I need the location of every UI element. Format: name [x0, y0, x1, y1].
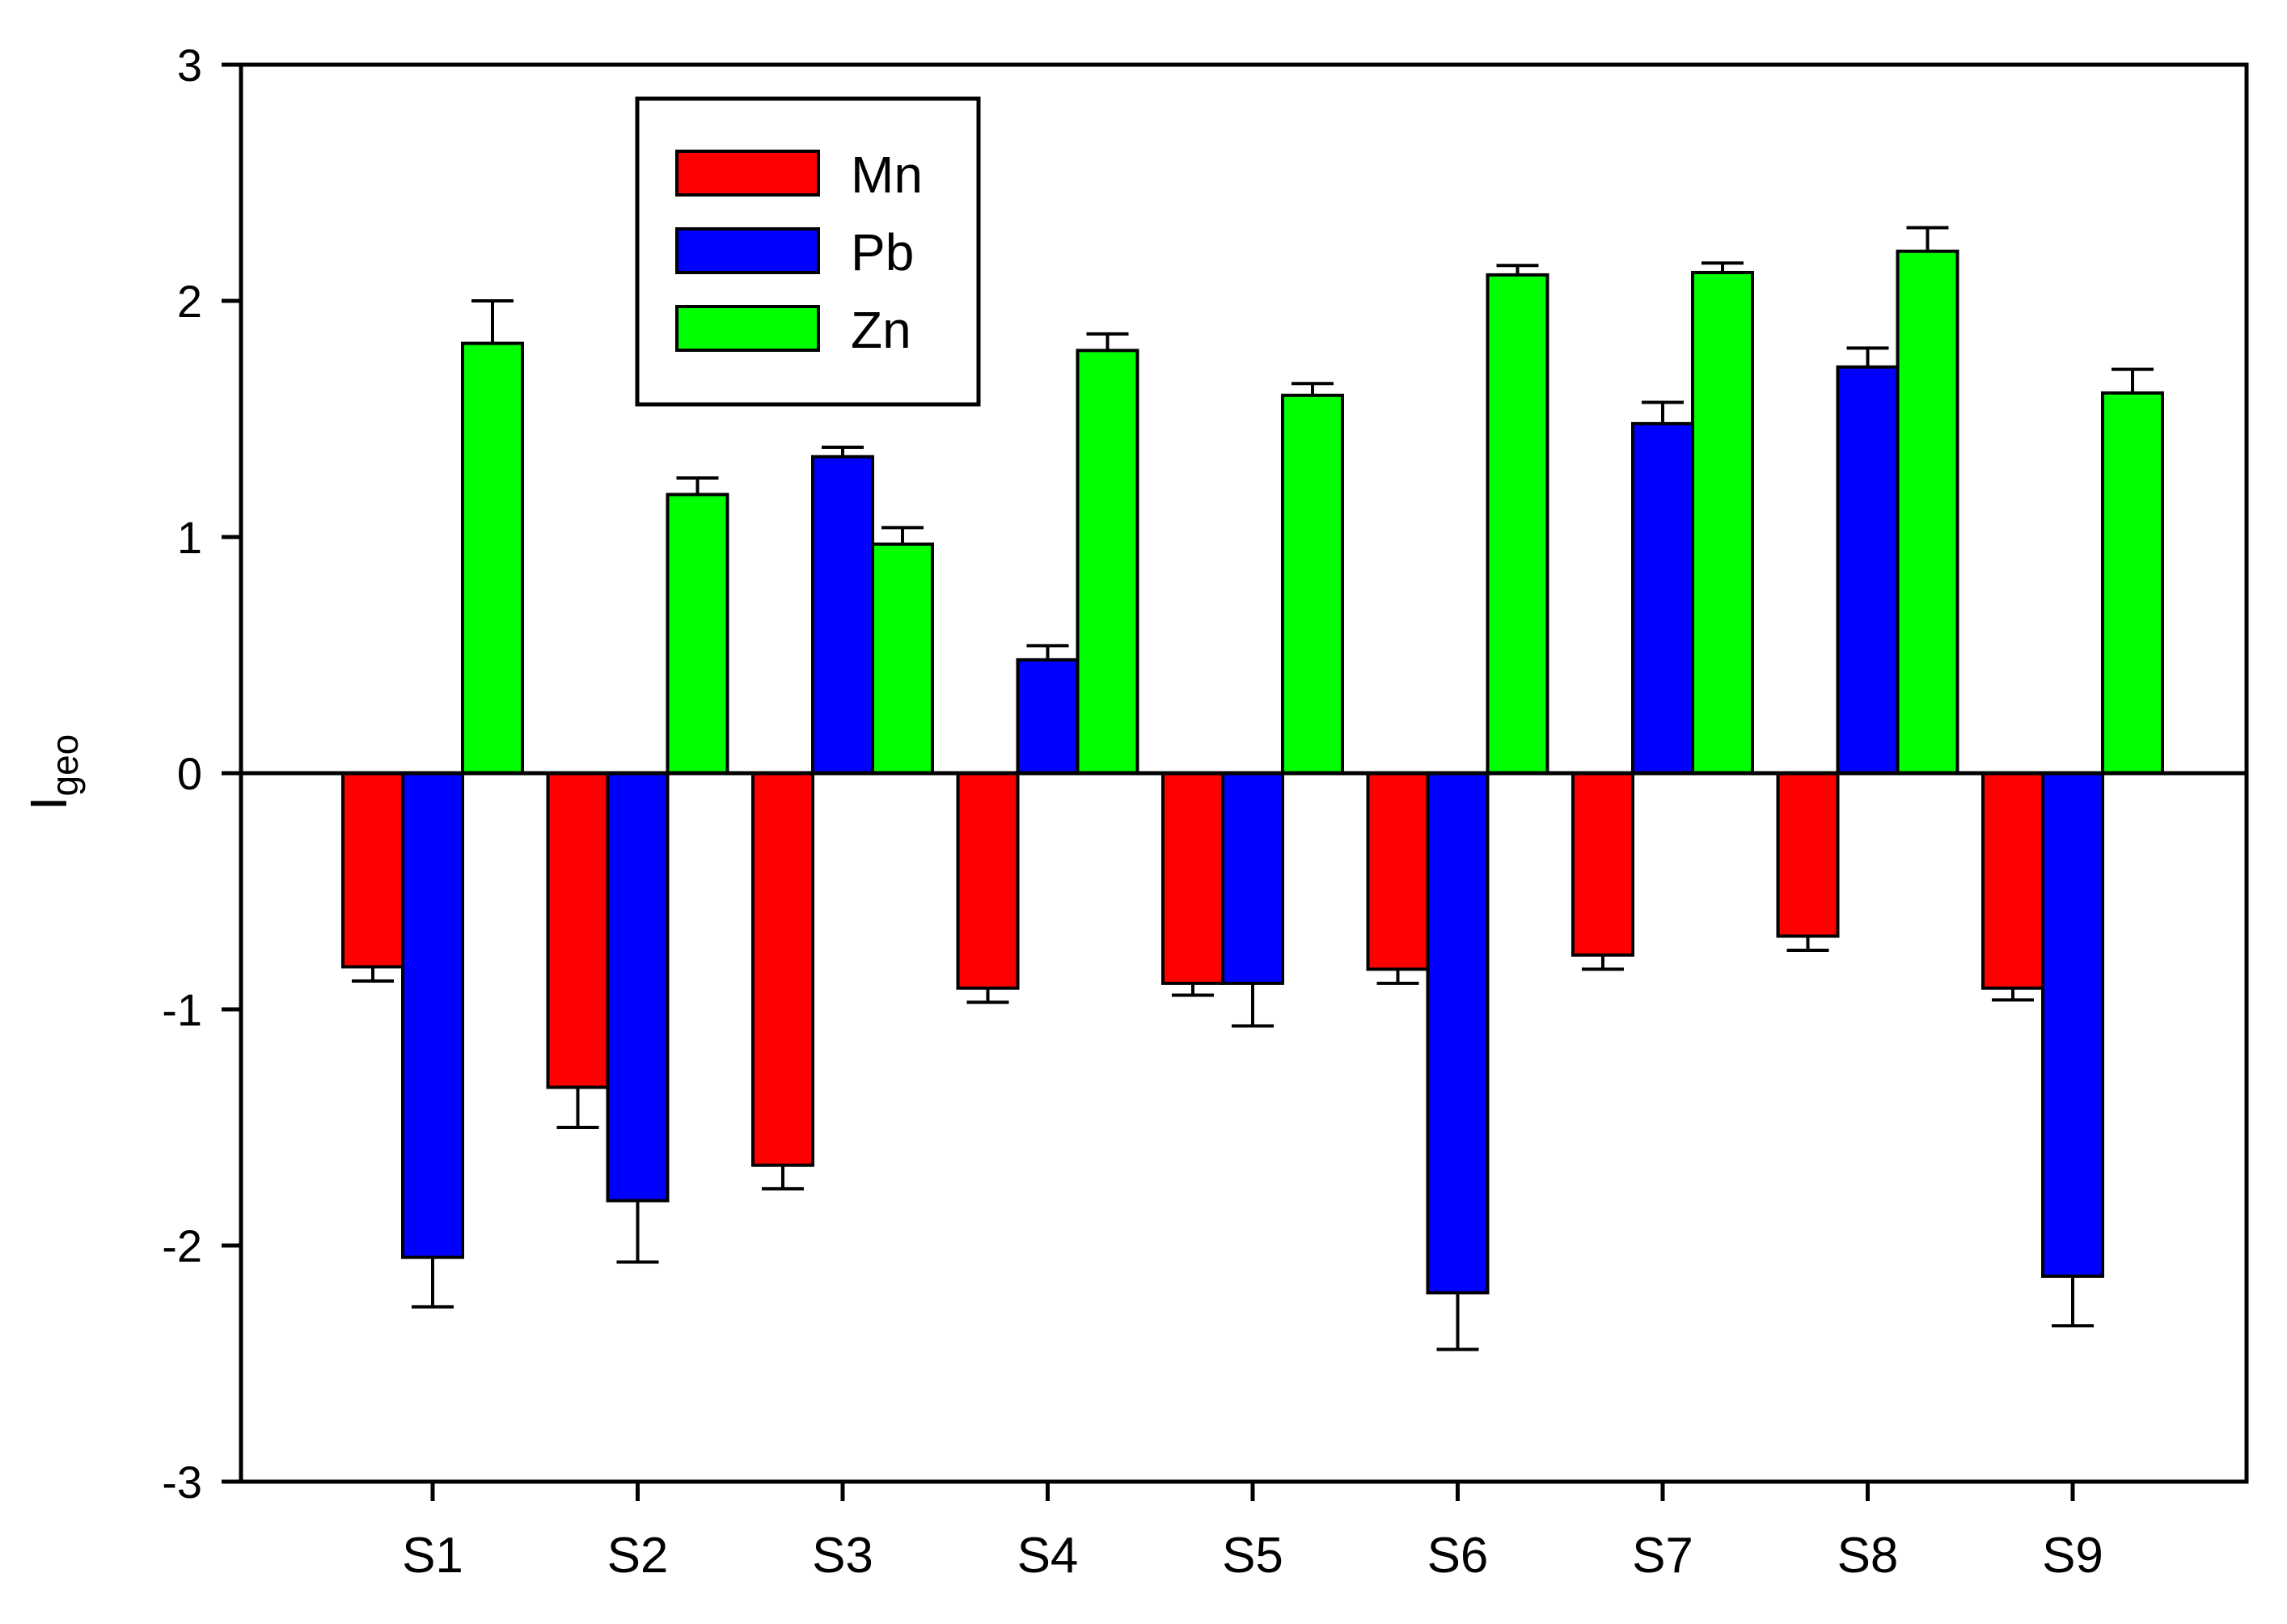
error-bar-mn-s5: [1172, 983, 1214, 997]
bar-zn-s1: [461, 341, 524, 775]
bar-zn-s3: [871, 542, 934, 775]
error-bar-pb-s7: [1642, 400, 1684, 424]
bar-zn-s8: [1896, 249, 1959, 775]
x-tick-label-s6: S6: [1427, 1528, 1489, 1584]
bar-mn-s8: [1776, 772, 1840, 938]
bar-mn-s9: [1981, 772, 2044, 990]
bar-pb-s5: [1221, 772, 1284, 985]
error-bar-zn-s9: [2112, 367, 2154, 393]
x-tick-label-s8: S8: [1837, 1528, 1899, 1584]
bar-mn-s1: [341, 772, 404, 969]
error-bar-mn-s8: [1786, 936, 1829, 952]
legend-swatch-pb: [675, 227, 820, 274]
legend-label-mn: Mn: [851, 146, 923, 204]
y-tick-label: -2: [162, 1220, 202, 1271]
bar-pb-s4: [1016, 658, 1080, 776]
legend-swatch-zn: [675, 305, 820, 352]
error-bar-pb-s5: [1232, 983, 1274, 1028]
error-bar-mn-s4: [966, 988, 1009, 1004]
bar-pb-s1: [401, 772, 464, 1259]
y-tick-label: 1: [177, 512, 202, 563]
bar-zn-s4: [1076, 349, 1139, 775]
bar-zn-s2: [666, 493, 729, 775]
x-tick-label-s5: S5: [1222, 1528, 1283, 1584]
error-bar-mn-s3: [762, 1165, 804, 1191]
bar-mn-s2: [546, 772, 610, 1089]
error-bar-zn-s8: [1906, 226, 1949, 252]
y-tick-label: -1: [162, 984, 202, 1035]
error-bar-zn-s5: [1291, 382, 1334, 395]
error-bar-mn-s1: [352, 966, 394, 983]
bar-mn-s4: [956, 772, 1020, 990]
error-bar-mn-s7: [1582, 954, 1624, 971]
y-tick-label: -3: [162, 1457, 202, 1508]
legend: Mn Pb Zn: [635, 96, 981, 407]
legend-label-pb: Pb: [851, 223, 914, 281]
y-axis-title-subscript: geo: [44, 734, 86, 797]
error-bar-zn-s7: [1702, 261, 1744, 273]
x-tick-label-s4: S4: [1017, 1528, 1079, 1584]
x-tick-label-s2: S2: [607, 1528, 669, 1584]
bar-mn-s6: [1366, 772, 1430, 971]
error-bar-zn-s2: [676, 476, 719, 495]
bar-pb-s2: [606, 772, 670, 1203]
error-bar-pb-s4: [1026, 644, 1069, 660]
bar-zn-s9: [2101, 391, 2164, 775]
y-axis-title: Igeo: [19, 734, 86, 811]
error-bar-pb-s1: [412, 1257, 454, 1309]
x-tick-label-s7: S7: [1632, 1528, 1693, 1584]
error-bar-mn-s9: [1992, 988, 2034, 1002]
y-axis-title-main: I: [19, 796, 78, 810]
bar-zn-s7: [1691, 270, 1754, 775]
y-tick-label: 2: [177, 276, 202, 327]
error-bar-zn-s3: [881, 526, 924, 544]
error-bar-mn-s2: [556, 1087, 599, 1129]
bar-mn-s5: [1161, 772, 1224, 985]
legend-swatch-mn: [675, 150, 820, 197]
x-tick-label-s9: S9: [2042, 1528, 2103, 1584]
error-bars-layer: [352, 226, 2154, 1351]
error-bar-mn-s6: [1376, 969, 1419, 985]
legend-label-zn: Zn: [851, 301, 911, 359]
bar-zn-s6: [1486, 273, 1549, 775]
x-tick-label-s1: S1: [402, 1528, 463, 1584]
bar-mn-s7: [1571, 772, 1634, 957]
bar-pb-s9: [2041, 772, 2104, 1278]
bar-pb-s6: [1426, 772, 1490, 1295]
error-bar-pb-s6: [1436, 1292, 1479, 1351]
error-bar-zn-s6: [1496, 264, 1539, 275]
y-tick-label: 0: [177, 748, 202, 799]
error-bar-pb-s9: [2052, 1275, 2094, 1328]
x-axis: S1 S2 S3 S4 S5 S6 S7 S8 S9: [402, 1482, 2103, 1584]
bar-pb-s7: [1631, 421, 1694, 776]
bar-pb-s3: [811, 455, 874, 775]
svg-text:Igeo: Igeo: [19, 734, 86, 811]
error-bar-zn-s4: [1086, 332, 1129, 351]
error-bar-pb-s8: [1846, 346, 1889, 367]
bar-zn-s5: [1281, 393, 1344, 775]
bar-mn-s3: [751, 772, 814, 1167]
bar-pb-s8: [1836, 365, 1900, 775]
x-tick-label-s3: S3: [812, 1528, 873, 1584]
error-bar-pb-s3: [822, 446, 864, 457]
error-bar-zn-s1: [471, 299, 514, 344]
y-tick-label: 3: [177, 40, 202, 91]
y-axis: 3 2 1 0 -1 -2 -3: [162, 40, 241, 1508]
error-bar-pb-s2: [616, 1200, 659, 1264]
